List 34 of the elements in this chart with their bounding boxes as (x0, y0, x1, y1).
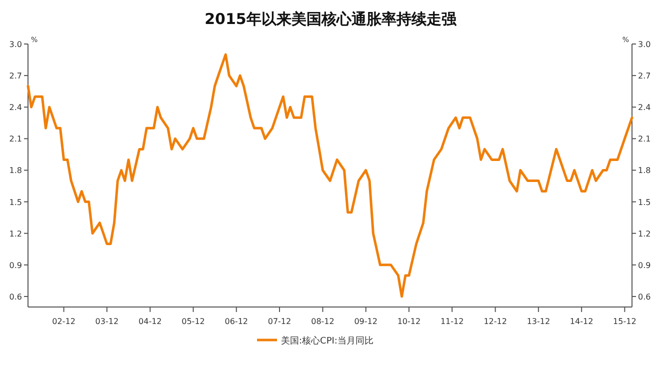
y2-tick-label: 3.0 (638, 40, 651, 49)
y-tick-label: 2.1 (9, 134, 22, 144)
x-tick-label: 11-12 (440, 317, 464, 326)
x-tick-label: 03-12 (95, 317, 119, 326)
x-tick-label: 13-12 (526, 317, 550, 326)
y2-tick-label: 2.4 (638, 103, 651, 112)
x-tick-label: 02-12 (52, 317, 76, 326)
x-tick-label: 09-12 (354, 317, 378, 326)
y2-tick-label: 0.9 (638, 260, 651, 270)
y2-tick-label: 1.2 (638, 229, 651, 238)
x-tick-label: 10-12 (397, 317, 421, 326)
y-tick-label: 3.0 (9, 40, 22, 49)
x-tick-label: 06-12 (224, 317, 248, 326)
legend-label: 美国:核心CPI:当月同比 (281, 336, 374, 346)
x-tick-label: 08-12 (311, 317, 334, 326)
x-tick-label: 12-12 (484, 317, 507, 326)
y-tick-label: 0.6 (9, 292, 22, 302)
y-tick-label: 2.4 (9, 103, 22, 112)
x-tick-label: 05-12 (182, 317, 205, 326)
chart-title: 2015年以来美国核心通胀率持续走强 (204, 10, 458, 28)
x-tick-label: 07-12 (268, 317, 292, 326)
y2-tick-label: 2.7 (638, 72, 651, 81)
y2-tick-label: 0.6 (638, 292, 651, 302)
y2-tick-label: 1.5 (638, 198, 651, 207)
y-tick-label: 2.7 (9, 72, 22, 81)
x-tick-label: 04-12 (138, 317, 162, 326)
x-tick-label: 15-12 (613, 317, 636, 326)
y2-tick-label: 1.8 (638, 166, 651, 176)
y-tick-label: 1.8 (9, 166, 22, 176)
y2-tick-label: 2.1 (638, 134, 651, 144)
y-tick-label: 1.5 (9, 198, 22, 207)
x-tick-label: 14-12 (570, 317, 594, 326)
y-tick-label: 1.2 (9, 229, 22, 238)
y-tick-label: 0.9 (9, 260, 22, 270)
